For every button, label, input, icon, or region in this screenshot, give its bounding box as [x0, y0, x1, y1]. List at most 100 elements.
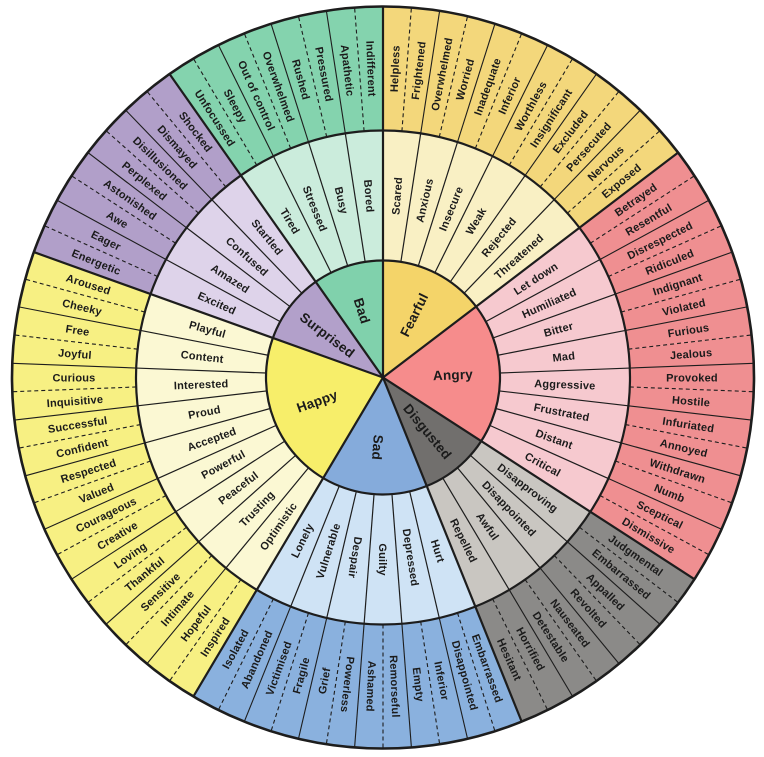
middle-label-scared: Scared: [390, 177, 405, 216]
middle-segment-distant: [489, 408, 622, 479]
outer-segment-embarrassed: [567, 527, 679, 625]
outer-divider: [87, 152, 187, 229]
middle-divider: [326, 491, 357, 619]
middle-divider: [391, 494, 403, 624]
outer-divider: [217, 44, 274, 157]
middle-divider: [495, 407, 622, 444]
outer-segment-betrayed: [579, 152, 695, 244]
outer-segment-detestable: [509, 579, 597, 697]
section-boundary: [192, 376, 384, 697]
outer-segment-sensitive: [106, 541, 212, 645]
middle-segment-depressed: [391, 491, 440, 624]
middle-segment-insecure: [418, 142, 493, 273]
outer-segment-persecuted: [540, 91, 641, 200]
middle-segment-content: [136, 330, 269, 374]
outer-divider: [71, 511, 176, 580]
outer-segment-dismissive: [590, 495, 709, 580]
outer-segment-numb: [608, 460, 733, 530]
outer-segment-victimised: [244, 606, 309, 732]
outer-label-grief: Grief: [317, 667, 334, 696]
outer-segment-fragile: [271, 612, 327, 739]
outer-label-joyful: Joyful: [58, 347, 92, 362]
inner-ring-circle: [264, 259, 502, 496]
core-segment-sad: [323, 377, 427, 495]
outer-label-curious: Curious: [53, 372, 96, 384]
middle-segment-peaceful: [175, 441, 296, 542]
middle-segment-playful: [140, 294, 273, 356]
outer-segment-astonished: [71, 152, 187, 244]
outer-label-remorseful: Remorseful: [387, 655, 401, 718]
middle-divider: [165, 258, 281, 323]
middle-segment-bored: [345, 130, 383, 262]
section-boundary: [33, 251, 384, 379]
middle-divider: [363, 494, 375, 624]
middle-divider: [198, 454, 297, 543]
outer-label-helpless: Helpless: [389, 45, 403, 92]
middle-segment-disappointed: [457, 455, 568, 569]
middle-divider: [272, 155, 332, 273]
outer-label-apathetic: Apathetic: [338, 44, 356, 97]
outer-divider: [553, 109, 641, 200]
middle-segment-hurt: [409, 486, 476, 619]
outer-segment-infuriated: [625, 405, 752, 449]
middle-divider: [434, 155, 494, 273]
middle-divider: [211, 199, 303, 294]
outer-label-provoked: Provoked: [666, 372, 718, 384]
outer-segment-valued: [33, 460, 158, 530]
middle-divider: [175, 440, 286, 513]
outer-segment-disrespected: [599, 200, 722, 277]
outer-segment-successful: [14, 405, 141, 449]
outer-segment-worried: [439, 16, 495, 143]
outer-segment-furious: [625, 306, 752, 350]
middle-divider: [140, 329, 269, 356]
outer-divider: [18, 306, 141, 332]
outer-label-empty: Empty: [410, 667, 426, 703]
outer-divider: [270, 23, 309, 143]
section-boundary: [382, 376, 696, 581]
section-boundary: [168, 73, 384, 379]
outer-divider: [508, 589, 574, 697]
middle-divider: [290, 485, 340, 607]
outer-segment-loving: [71, 511, 187, 603]
middle-label-aggressive: Aggressive: [534, 378, 596, 392]
outer-segment-perplexed: [87, 130, 199, 228]
outer-segment-inferior: [420, 618, 468, 745]
middle-segment-excited: [150, 259, 281, 338]
middle-segment-humiliated: [485, 259, 616, 338]
middle-divider: [417, 141, 459, 267]
outer-segment-appalled: [554, 541, 660, 645]
middle-segment-guilty: [364, 494, 402, 625]
outer-segment-hopeful: [146, 568, 241, 681]
middle-divider: [307, 141, 349, 267]
middle-divider: [400, 133, 422, 262]
outer-label-ashamed: Ashamed: [363, 661, 377, 712]
core-segment-angry: [383, 306, 501, 442]
middle-segment-weak: [434, 156, 526, 282]
outer-segment-inspired: [169, 579, 257, 697]
section-boundary: [382, 151, 679, 379]
outer-divider: [401, 623, 412, 748]
middle-divider: [497, 329, 626, 356]
outer-segment-resentful: [590, 175, 709, 260]
outer-divider: [14, 405, 138, 421]
outer-segment-withdrawn: [615, 442, 741, 503]
outer-segment-isolated: [193, 589, 274, 710]
outer-divider: [44, 478, 158, 530]
core-segment-surprised: [272, 281, 383, 378]
outer-divider: [12, 362, 137, 369]
outer-label-inquisitive: Inquisitive: [46, 394, 103, 410]
outer-segment-cheeky: [18, 279, 145, 331]
outer-divider: [629, 362, 754, 369]
middle-segment-startled: [211, 175, 316, 294]
middle-divider: [442, 477, 510, 591]
outer-divider: [599, 199, 710, 260]
outer-divider: [628, 405, 752, 421]
outer-segment-grief: [298, 618, 346, 745]
middle-divider: [144, 407, 271, 444]
outer-segment-intimate: [125, 555, 226, 664]
middle-segment-threatened: [464, 199, 580, 307]
middle-segment-trusting: [198, 455, 309, 569]
outer-divider: [420, 10, 441, 134]
middle-divider: [489, 424, 609, 480]
